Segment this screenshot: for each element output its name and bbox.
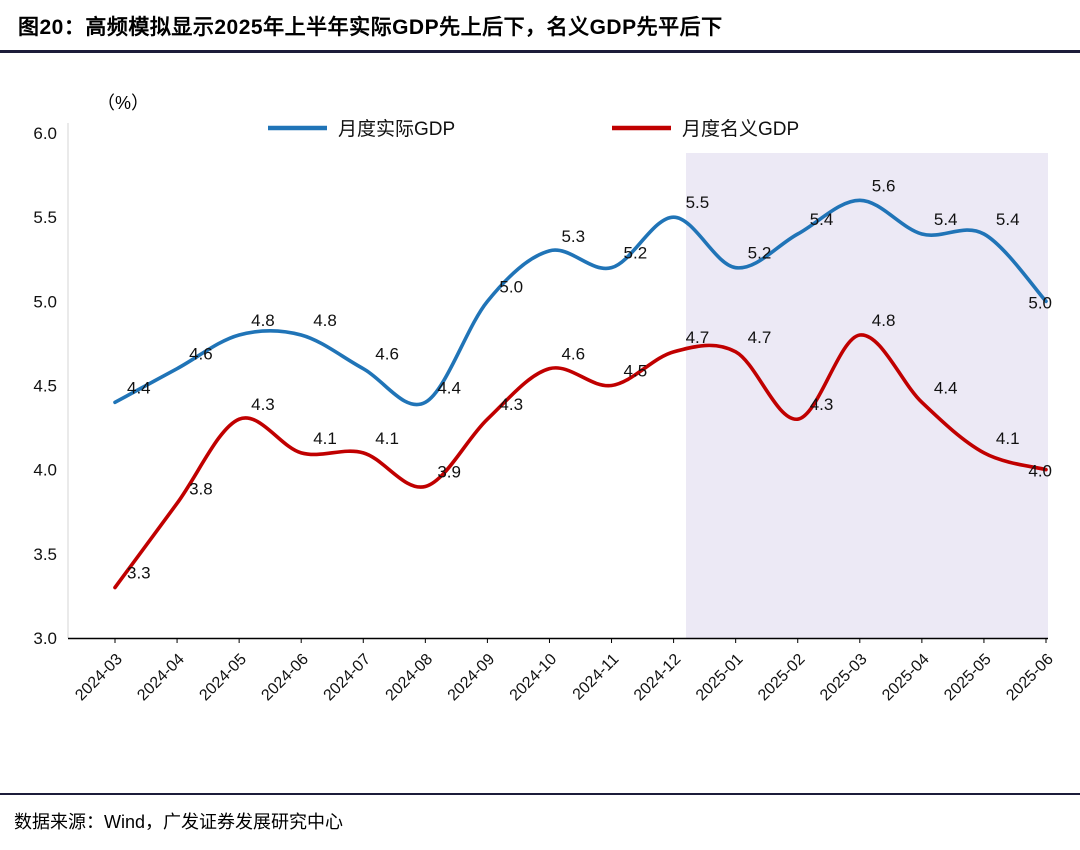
data-label: 4.0 (1028, 462, 1052, 481)
data-label: 5.2 (748, 244, 772, 263)
x-tick-label: 2025-03 (817, 651, 871, 705)
x-tick-label: 2025-01 (693, 651, 747, 705)
figure-title: 图20：高频模拟显示2025年上半年实际GDP先上后下，名义GDP先平后下 (18, 16, 723, 39)
data-label: 3.9 (437, 463, 461, 482)
x-tick-label: 2024-06 (258, 651, 312, 705)
data-label: 5.3 (561, 227, 585, 246)
data-label: 4.4 (437, 378, 461, 397)
data-label: 4.6 (561, 345, 585, 364)
x-tick-label: 2025-05 (941, 651, 995, 705)
series-lines (113, 198, 1048, 590)
shaded-forecast-band (686, 153, 1048, 638)
data-label: 4.1 (313, 429, 337, 448)
x-tick-label: 2024-12 (631, 651, 685, 705)
x-tick-label: 2024-11 (570, 651, 623, 704)
x-tick-label: 2025-04 (879, 651, 933, 705)
data-label: 3.3 (127, 564, 151, 583)
data-label: 4.8 (313, 311, 337, 330)
data-label: 4.3 (251, 395, 275, 414)
data-label: 5.2 (624, 244, 648, 263)
x-tick-label: 2024-03 (72, 651, 126, 705)
y-tick-label: 4.0 (33, 461, 57, 480)
nominal-gdp-line (113, 333, 1048, 590)
data-label: 4.5 (624, 362, 648, 381)
data-label: 4.7 (686, 328, 710, 347)
x-tick-label: 2025-06 (1003, 651, 1057, 705)
x-tick-label: 2024-08 (383, 651, 437, 705)
y-tick-label: 5.5 (33, 208, 57, 227)
y-tick-label: 5.0 (33, 292, 57, 311)
data-label: 4.4 (127, 378, 151, 397)
x-tick-label: 2024-07 (321, 651, 375, 705)
y-tick-label: 3.5 (33, 545, 57, 564)
y-tick-label: 3.0 (33, 629, 57, 648)
y-axis-unit-label: （%） (97, 93, 149, 113)
legend-label-nominal-gdp: 月度名义GDP (682, 118, 799, 140)
data-label: 4.6 (375, 345, 399, 364)
data-label: 5.0 (499, 277, 523, 296)
data-label: 4.8 (872, 311, 896, 330)
data-label: 4.3 (499, 395, 523, 414)
legend: 月度实际GDP 月度名义GDP (268, 118, 799, 140)
data-label: 5.4 (934, 210, 958, 229)
data-label: 5.5 (686, 193, 710, 212)
y-tick-label: 4.5 (33, 377, 57, 396)
real-gdp-line (113, 198, 1048, 407)
data-label: 4.4 (934, 378, 958, 397)
forecast-shade-region (686, 153, 1048, 638)
data-label: 5.4 (810, 210, 834, 229)
data-label: 4.6 (189, 345, 213, 364)
y-tick-label: 6.0 (33, 124, 57, 143)
figure-header: 图20：高频模拟显示2025年上半年实际GDP先上后下，名义GDP先平后下 (0, 0, 1080, 53)
data-label: 5.0 (1028, 293, 1052, 312)
data-labels: 4.4 4.6 4.8 4.8 4.6 4.4 5.0 5.3 5.2 5.5 5.2 5.4 5.6 5… (127, 176, 1052, 582)
data-label: 5.6 (872, 176, 896, 195)
x-tick-label: 2024-10 (507, 651, 561, 705)
data-label: 5.4 (996, 210, 1020, 229)
data-label: 4.7 (748, 328, 772, 347)
data-label: 4.1 (375, 429, 399, 448)
data-label: 3.8 (189, 479, 213, 498)
x-tick-label: 2024-09 (445, 651, 499, 705)
x-tick-label: 2024-05 (196, 651, 250, 705)
data-label: 4.8 (251, 311, 275, 330)
data-label: 4.3 (810, 395, 834, 414)
x-tick-label: 2025-02 (755, 651, 809, 705)
footer: 数据来源：Wind，广发证券发展研究中心 (0, 793, 1080, 834)
data-label: 4.1 (996, 429, 1020, 448)
legend-label-real-gdp: 月度实际GDP (338, 118, 455, 140)
data-source-text: 数据来源：Wind，广发证券发展研究中心 (14, 812, 344, 832)
x-tick-label: 2024-04 (134, 651, 188, 705)
